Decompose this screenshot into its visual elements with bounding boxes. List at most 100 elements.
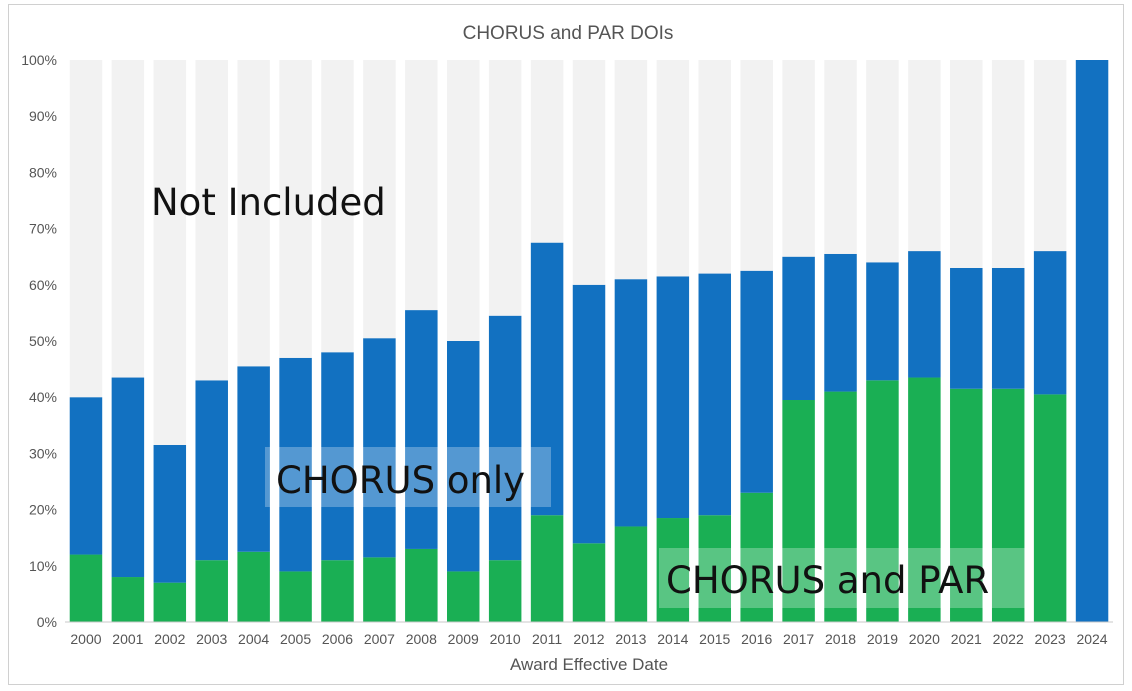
x-tick-label: 2019	[867, 631, 898, 647]
y-tick-label: 80%	[29, 164, 57, 180]
bar-not-included-2019	[866, 60, 898, 262]
x-tick-label: 2018	[825, 631, 856, 647]
bar-not-included-2013	[615, 60, 647, 279]
annotation-chorus-and-par: CHORUS and PAR	[659, 548, 1029, 608]
bar-chorus-and-par-2004	[237, 552, 269, 622]
bar-chorus-and-par-2005	[279, 571, 311, 622]
bar-chorus-and-par-2012	[573, 543, 605, 622]
bar-not-included-2023	[1034, 60, 1066, 251]
bars-group	[70, 60, 1109, 622]
bar-not-included-2001	[112, 60, 144, 378]
x-tick-label: 2010	[490, 631, 521, 647]
bar-chorus-only-2015	[699, 274, 731, 516]
x-tick-label: 2012	[573, 631, 604, 647]
bar-not-included-2012	[573, 60, 605, 285]
bar-chorus-only-2002	[154, 445, 186, 583]
y-tick-label: 30%	[29, 445, 57, 461]
bar-not-included-2008	[405, 60, 437, 310]
x-tick-label: 2008	[406, 631, 437, 647]
bar-chorus-and-par-2003	[195, 560, 227, 622]
x-tick-label: 2009	[448, 631, 479, 647]
bar-chorus-only-2016	[740, 271, 772, 493]
bar-not-included-2016	[740, 60, 772, 271]
bar-chorus-only-2024	[1076, 60, 1108, 622]
bar-chorus-only-2008	[405, 310, 437, 549]
x-tick-label: 2020	[909, 631, 940, 647]
bar-not-included-2018	[824, 60, 856, 254]
bar-chorus-only-2013	[615, 279, 647, 526]
y-axis-ticks: 0% 10% 20% 30% 40% 50% 60% 70% 80% 90% 100%	[21, 52, 57, 630]
bar-chorus-and-par-2010	[489, 560, 521, 622]
bar-not-included-2022	[992, 60, 1024, 268]
x-tick-label: 2024	[1076, 631, 1107, 647]
annotation-chorus-only: CHORUS only	[265, 447, 551, 507]
x-tick-label: 2022	[993, 631, 1024, 647]
x-tick-label: 2006	[322, 631, 353, 647]
x-tick-label: 2017	[783, 631, 814, 647]
chart-frame: CHORUS and PAR DOIs 0% 10% 20% 30% 40% 50% 60%…	[8, 4, 1124, 685]
bar-not-included-2002	[154, 60, 186, 445]
annotation-chorus-and-par-text: CHORUS and PAR	[666, 559, 989, 602]
x-tick-label: 2007	[364, 631, 395, 647]
y-tick-label: 90%	[29, 108, 57, 124]
bar-not-included-2000	[70, 60, 102, 397]
bar-not-included-2015	[699, 60, 731, 274]
bar-chorus-only-2023	[1034, 251, 1066, 394]
bar-chorus-only-2014	[657, 276, 689, 518]
x-tick-label: 2011	[532, 631, 562, 647]
y-tick-label: 10%	[29, 558, 57, 574]
bar-chorus-and-par-2023	[1034, 394, 1066, 622]
bar-chorus-only-2018	[824, 254, 856, 392]
bar-chorus-and-par-2006	[321, 560, 353, 622]
bar-chorus-only-2021	[950, 268, 982, 389]
bar-chorus-and-par-2013	[615, 526, 647, 622]
bar-not-included-2010	[489, 60, 521, 316]
x-tick-label: 2002	[154, 631, 185, 647]
bar-chorus-and-par-2001	[112, 577, 144, 622]
annotation-not-included-text: Not Included	[151, 181, 386, 224]
bar-chorus-only-2000	[70, 397, 102, 554]
x-tick-label: 2014	[657, 631, 688, 647]
y-tick-label: 50%	[29, 333, 57, 349]
bar-not-included-2017	[782, 60, 814, 257]
x-tick-label: 2003	[196, 631, 227, 647]
y-tick-label: 40%	[29, 389, 57, 405]
y-tick-label: 0%	[37, 614, 57, 630]
y-tick-label: 20%	[29, 502, 57, 518]
x-tick-label: 2021	[951, 631, 982, 647]
bar-chorus-and-par-2000	[70, 555, 102, 622]
bar-chorus-only-2012	[573, 285, 605, 544]
x-tick-label: 2023	[1035, 631, 1066, 647]
bar-chorus-and-par-2002	[154, 583, 186, 622]
bar-chorus-only-2019	[866, 262, 898, 380]
bar-not-included-2009	[447, 60, 479, 341]
bar-chorus-and-par-2007	[363, 557, 395, 622]
x-tick-label: 2005	[280, 631, 311, 647]
chart: CHORUS and PAR DOIs 0% 10% 20% 30% 40% 50% 60%…	[9, 5, 1125, 686]
bar-chorus-and-par-2009	[447, 571, 479, 622]
bar-not-included-2021	[950, 60, 982, 268]
bar-chorus-and-par-2008	[405, 549, 437, 622]
bar-chorus-only-2003	[195, 380, 227, 560]
annotation-not-included: Not Included	[151, 181, 386, 224]
chart-title: CHORUS and PAR DOIs	[463, 23, 674, 44]
bar-not-included-2011	[531, 60, 563, 243]
bar-chorus-only-2020	[908, 251, 940, 377]
x-tick-label: 2000	[70, 631, 101, 647]
x-tick-label: 2001	[112, 631, 143, 647]
y-tick-label: 100%	[21, 52, 57, 68]
y-tick-label: 70%	[29, 221, 57, 237]
y-tick-label: 60%	[29, 277, 57, 293]
bar-chorus-only-2001	[112, 378, 144, 578]
x-tick-label: 2004	[238, 631, 269, 647]
x-tick-label: 2016	[741, 631, 772, 647]
bar-chorus-only-2022	[992, 268, 1024, 389]
x-axis-title: Award Effective Date	[510, 655, 668, 674]
bar-not-included-2020	[908, 60, 940, 251]
x-tick-label: 2013	[615, 631, 646, 647]
x-axis-ticks: 2000 2001 2002 2003 2004 2005 2006 2007 2008 2009…	[70, 631, 1107, 647]
bar-chorus-only-2017	[782, 257, 814, 400]
bar-not-included-2014	[657, 60, 689, 276]
bar-chorus-and-par-2011	[531, 515, 563, 622]
annotation-chorus-only-text: CHORUS only	[276, 459, 525, 502]
